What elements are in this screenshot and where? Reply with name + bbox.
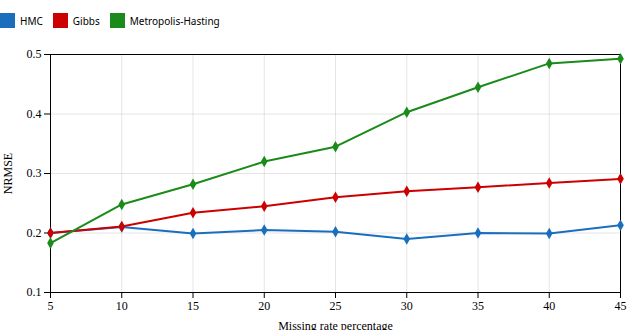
svg-text:0.4: 0.4 bbox=[27, 107, 42, 121]
svg-text:5: 5 bbox=[48, 299, 54, 313]
svg-text:15: 15 bbox=[187, 299, 199, 313]
svg-text:0.2: 0.2 bbox=[27, 226, 42, 240]
svg-text:35: 35 bbox=[472, 299, 484, 313]
svg-text:NRMSE: NRMSE bbox=[1, 153, 15, 194]
html-text:Metropolis-Hasting: Metropolis-Hasting bbox=[129, 13, 220, 28]
svg-text:0.1: 0.1 bbox=[27, 285, 42, 299]
svg-text:10: 10 bbox=[116, 299, 128, 313]
svg-text:20: 20 bbox=[258, 299, 270, 313]
svg-text:30: 30 bbox=[401, 299, 413, 313]
svg-text:0.3: 0.3 bbox=[27, 166, 42, 180]
html-text:Gibbs: Gibbs bbox=[72, 13, 100, 28]
html-text:HMC: HMC bbox=[20, 13, 43, 28]
svg-text:Missing rate percentage: Missing rate percentage bbox=[278, 319, 393, 330]
svg-text:40: 40 bbox=[543, 299, 555, 313]
svg-text:25: 25 bbox=[330, 299, 342, 313]
svg-text:0.5: 0.5 bbox=[27, 47, 42, 61]
svg-text:45: 45 bbox=[615, 299, 627, 313]
